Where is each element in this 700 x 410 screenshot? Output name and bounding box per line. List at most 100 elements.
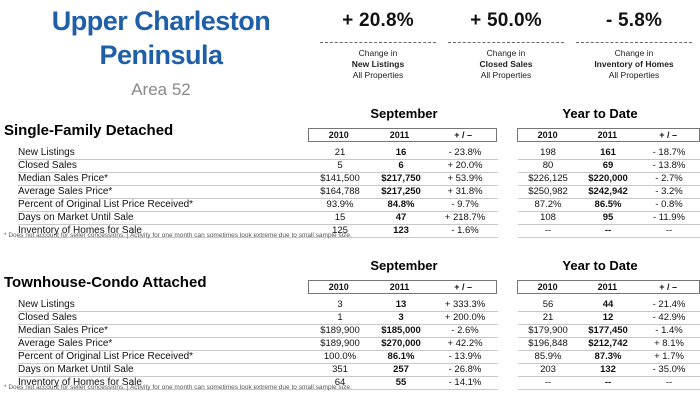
- table-cell: 87.2%: [518, 198, 578, 212]
- table-row: Percent of Original List Price Received*…: [18, 350, 700, 364]
- title-line-2: Peninsula: [99, 40, 223, 70]
- table-cell: - 1.6%: [432, 224, 498, 238]
- table-row: New Listings 3 13 + 333.3% 56 44- 21.4%: [18, 299, 700, 312]
- stat-value: - 5.8%: [605, 10, 663, 31]
- row-label: Closed Sales: [18, 311, 310, 325]
- data-table: 2010 2011 + / – 2010 2011 + / –: [18, 280, 700, 294]
- col-header: 2010: [516, 280, 578, 294]
- table-cell: - 18.7%: [638, 147, 700, 160]
- table-cell: $185,000: [370, 324, 432, 338]
- title-line-1: Upper Charleston: [51, 6, 271, 36]
- col-header: 2010: [307, 280, 369, 294]
- group-header-ytd: Year to Date: [562, 106, 638, 121]
- table-cell: $164,788: [310, 185, 370, 199]
- table-cell: 64: [310, 376, 370, 390]
- group-header-september: September: [370, 258, 438, 273]
- group-header-september: September: [370, 106, 438, 121]
- table-row: Days on Market Until Sale 15 47 + 218.7% 108…: [18, 211, 700, 225]
- table-cell: 12: [578, 311, 638, 325]
- row-label: Percent of Original List Price Received*: [18, 350, 310, 364]
- table-cell: 3: [370, 311, 432, 325]
- stat-inventory: - 5.8% Change in Inventory of Homes All …: [574, 10, 694, 81]
- column-gap: [498, 377, 518, 390]
- table-cell: 21: [518, 311, 578, 325]
- table-cell: 198: [518, 147, 578, 160]
- column-gap: [498, 338, 518, 351]
- table-row: Inventory of Homes for Sale 64 55- 14.1% --…: [18, 376, 700, 390]
- table-cell: + 200.0%: [432, 311, 498, 325]
- table-cell: $179,900: [518, 324, 578, 338]
- table-cell: 1: [310, 311, 370, 325]
- table-cell: $177,450: [578, 324, 638, 338]
- col-header: 2011: [577, 128, 638, 142]
- table-cell: 87.3%: [578, 350, 638, 364]
- dashed-divider: [576, 42, 692, 43]
- table-cell: 6: [370, 159, 432, 173]
- section-title: Single-Family Detached: [4, 122, 174, 139]
- table-cell: 5: [310, 159, 370, 173]
- data-table-body: New Listings 21 16- 23.8% 198 161- 18.7% Clos…: [18, 147, 700, 238]
- table-cell: 95: [578, 211, 638, 225]
- row-label: New Listings: [18, 147, 310, 160]
- column-gap: [498, 212, 518, 225]
- table-cell: 257: [370, 363, 432, 377]
- stat-label-bold: Closed Sales: [479, 59, 533, 69]
- stat-label: Change in Closed Sales All Properties: [446, 48, 566, 81]
- col-header: + / –: [430, 128, 497, 142]
- table-cell: --: [638, 376, 700, 390]
- area-label: Area 52: [131, 80, 191, 99]
- table-cell: 56: [518, 299, 578, 312]
- table-cell: 86.1%: [370, 350, 432, 364]
- table-cell: $220,000: [578, 172, 638, 186]
- table-cell: - 3.2%: [638, 185, 700, 199]
- table-cell: - 21.4%: [638, 299, 700, 312]
- table-cell: 85.9%: [518, 350, 578, 364]
- table-cell: - 9.7%: [432, 198, 498, 212]
- table-cell: 16: [370, 147, 432, 160]
- table-cell: $212,742: [578, 337, 638, 351]
- row-label: New Listings: [18, 299, 310, 312]
- col-header: 2011: [368, 280, 431, 294]
- column-gap: [498, 351, 518, 364]
- table-cell: - 26.8%: [432, 363, 498, 377]
- table-cell: 13: [370, 299, 432, 312]
- column-gap: [498, 199, 518, 212]
- column-gap: [498, 312, 518, 325]
- row-label: Percent of Original List Price Received*: [18, 198, 310, 212]
- table-cell: 93.9%: [310, 198, 370, 212]
- column-gap: [498, 173, 518, 186]
- stat-label-bottom: All Properties: [352, 70, 404, 80]
- table-row: Days on Market Until Sale 351 257- 26.8% 20…: [18, 363, 700, 377]
- table-cell: 203: [518, 363, 578, 377]
- table-cell: - 13.8%: [638, 159, 700, 173]
- column-gap: [498, 160, 518, 173]
- stat-label-top: Change in: [358, 48, 398, 58]
- row-label: Median Sales Price*: [18, 172, 310, 186]
- table-cell: + 8.1%: [638, 337, 700, 351]
- row-label: Closed Sales: [18, 159, 310, 173]
- table-cell: - 35.0%: [638, 363, 700, 377]
- report-title: Upper Charleston Peninsula Area 52: [0, 4, 322, 100]
- table-cell: - 0.8%: [638, 198, 700, 212]
- row-label: Average Sales Price*: [18, 337, 310, 351]
- footnote: * Does not account for seller concession…: [4, 384, 352, 391]
- table-cell: - 14.1%: [432, 376, 498, 390]
- group-header-ytd: Year to Date: [562, 258, 638, 273]
- row-label: Inventory of Homes for Sale: [18, 376, 310, 390]
- table-cell: 80: [518, 159, 578, 173]
- stat-label-bold: New Listings: [351, 59, 405, 69]
- col-header: 2011: [368, 128, 431, 142]
- table-row: Closed Sales 1 3 + 200.0% 21 12- 42.9%: [18, 311, 700, 325]
- table-cell: 55: [370, 376, 432, 390]
- table-cell: + 31.8%: [432, 185, 498, 199]
- table-row: Median Sales Price* $141,500 $217,750 + 53.…: [18, 172, 700, 186]
- dashed-divider: [448, 42, 564, 43]
- footnote: * Does not account for seller concession…: [4, 232, 352, 239]
- column-gap: [498, 147, 518, 160]
- table-row: Closed Sales 5 6 + 20.0% 80 69- 13.8%: [18, 159, 700, 173]
- table-cell: - 23.8%: [432, 147, 498, 160]
- table-cell: 108: [518, 211, 578, 225]
- table-cell: --: [638, 224, 700, 238]
- table-cell: + 218.7%: [432, 211, 498, 225]
- column-gap: [498, 299, 518, 312]
